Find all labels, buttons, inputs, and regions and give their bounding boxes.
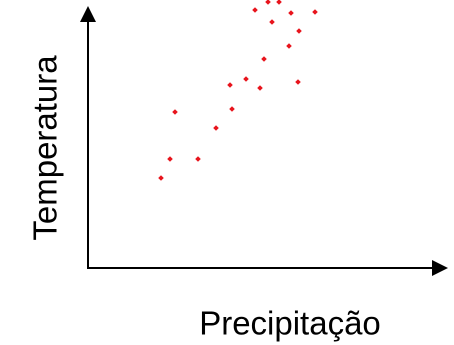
point [286, 43, 292, 49]
point [172, 109, 178, 115]
point [265, 0, 271, 5]
point [261, 56, 267, 62]
point [195, 156, 201, 162]
point [276, 0, 282, 5]
point [269, 19, 275, 25]
y-axis-label: Temperatura [27, 55, 64, 241]
point [213, 125, 219, 131]
point [243, 76, 249, 82]
x-axis-label: Precipitação [199, 305, 381, 342]
point [229, 106, 235, 112]
point [252, 7, 258, 13]
point [227, 82, 233, 88]
point [167, 156, 173, 162]
point [296, 28, 302, 34]
point [312, 9, 318, 15]
point [288, 10, 294, 16]
point [158, 175, 164, 181]
point [257, 85, 263, 91]
point [295, 79, 301, 85]
